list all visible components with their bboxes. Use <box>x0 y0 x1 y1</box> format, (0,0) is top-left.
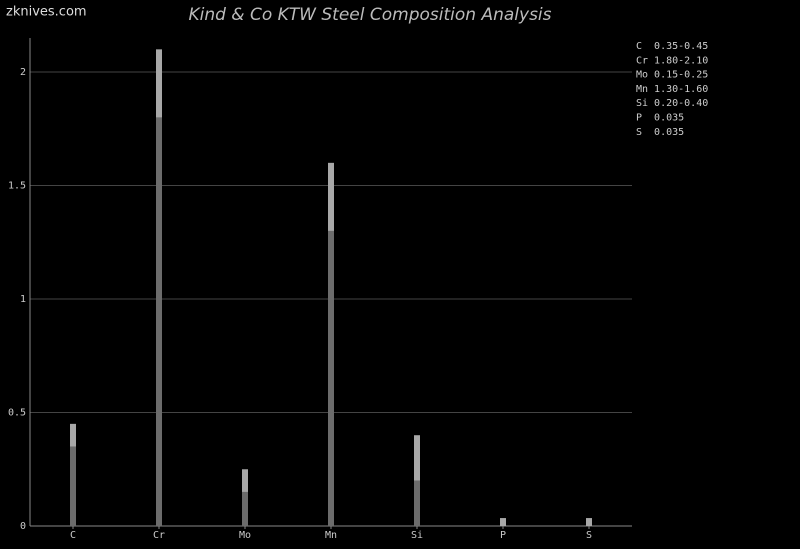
bar-segment <box>70 423 76 447</box>
y-tick-label: 1.5 <box>8 181 26 192</box>
x-tick-label: Mo <box>239 530 251 541</box>
legend-text: Cr 1.80-2.10 <box>636 55 708 66</box>
x-tick-label: S <box>586 530 592 541</box>
bar-segment <box>414 480 420 526</box>
legend-text: Mn 1.30-1.60 <box>636 84 708 95</box>
x-tick-label: Mn <box>325 530 337 541</box>
bar-segment <box>70 446 76 526</box>
bar-segment <box>242 469 248 492</box>
bar-segment <box>328 230 334 526</box>
legend-text: P 0.035 <box>636 113 684 124</box>
legend-text: S 0.035 <box>636 127 684 138</box>
bar-segment <box>414 435 420 481</box>
y-tick-label: 0 <box>20 521 26 532</box>
chart-title: Kind & Co KTW Steel Composition Analysis <box>188 5 551 25</box>
legend-text: C 0.35-0.45 <box>636 41 708 52</box>
legend-text: Si 0.20-0.40 <box>636 98 708 109</box>
bar-segment <box>242 491 248 526</box>
x-tick-label: Cr <box>153 530 165 541</box>
bar-segment <box>156 49 162 118</box>
x-tick-label: P <box>500 530 506 541</box>
x-tick-label: Si <box>411 530 423 541</box>
bar-segment <box>500 518 506 526</box>
y-tick-label: 2 <box>20 67 26 78</box>
bar-segment <box>328 162 334 231</box>
legend-text: Mo 0.15-0.25 <box>636 70 708 81</box>
bar-segment <box>586 518 592 526</box>
watermark: zknives.com <box>6 5 87 20</box>
y-tick-label: 1 <box>20 294 26 305</box>
x-tick-label: C <box>70 530 76 541</box>
y-tick-label: 0.5 <box>8 408 26 419</box>
bar-segment <box>156 117 162 526</box>
